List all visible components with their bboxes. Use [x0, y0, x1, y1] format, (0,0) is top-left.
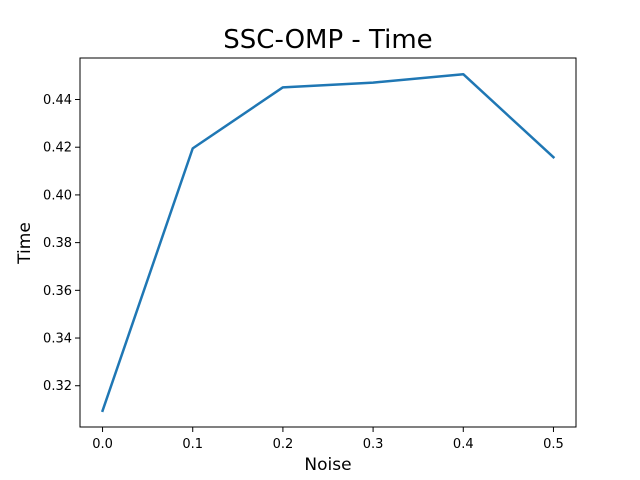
x-tick-label: 0.0 [92, 437, 113, 452]
x-tick-label: 0.4 [453, 437, 474, 452]
y-axis-ticks: 0.32 0.34 0.36 0.38 0.40 0.42 0.44 [43, 93, 80, 394]
series-line [100, 72, 556, 413]
x-tick-label: 0.1 [182, 437, 203, 452]
x-tick-label: 0.3 [363, 437, 384, 452]
y-tick-label: 0.34 [43, 332, 72, 347]
series-layer [100, 72, 556, 413]
x-axis-label: Noise [304, 455, 351, 475]
y-tick-label: 0.40 [43, 188, 72, 203]
x-axis-ticks: 0.0 0.1 0.2 0.3 0.4 0.5 [92, 427, 564, 452]
y-tick-label: 0.44 [43, 93, 72, 108]
y-tick-label: 0.42 [43, 141, 72, 156]
y-axis-label: Time [15, 222, 35, 265]
y-tick-label: 0.38 [43, 236, 72, 251]
y-tick-label: 0.36 [43, 284, 72, 299]
x-tick-label: 0.5 [543, 437, 564, 452]
y-tick-label: 0.32 [43, 379, 72, 394]
chart-title: SSC-OMP - Time [223, 25, 432, 55]
x-tick-label: 0.2 [273, 437, 294, 452]
